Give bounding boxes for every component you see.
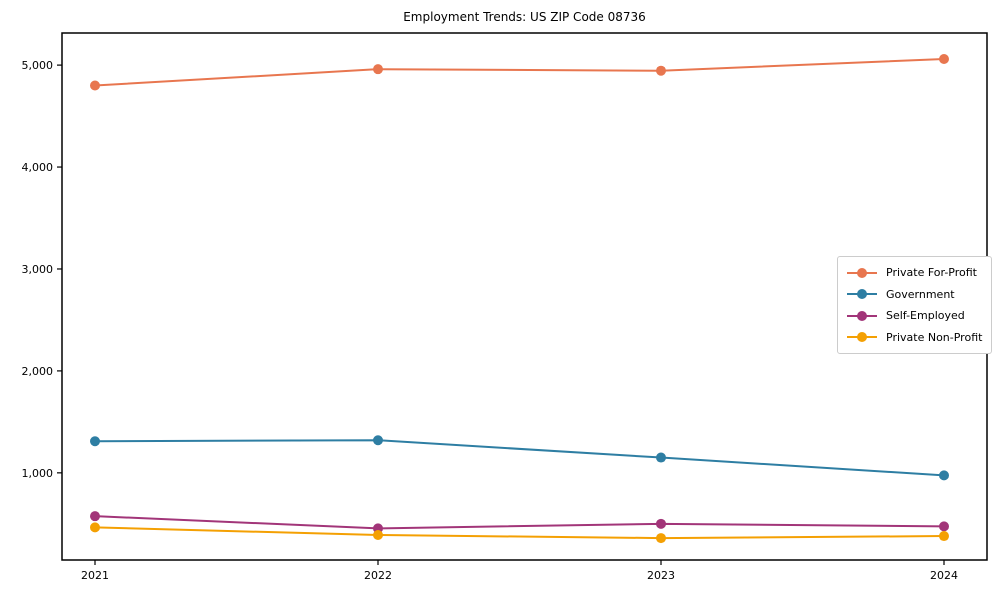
x-tick-label: 2022 (364, 569, 392, 582)
chart-title: Employment Trends: US ZIP Code 08736 (403, 10, 646, 24)
data-point-marker (373, 64, 383, 75)
data-point-marker (656, 533, 666, 544)
y-tick-label: 1,000 (22, 467, 54, 480)
y-tick-label: 2,000 (22, 365, 54, 378)
y-tick-label: 5,000 (22, 59, 54, 72)
legend-label: Government (886, 287, 955, 301)
legend-item: Private For-Profit (847, 262, 982, 284)
legend-marker-icon (847, 310, 877, 321)
x-tick-label: 2023 (647, 569, 675, 582)
data-point-marker (939, 470, 949, 481)
legend-label: Private Non-Profit (886, 330, 983, 344)
legend-item: Private Non-Profit (847, 327, 982, 349)
data-point-marker (90, 522, 100, 533)
series-line (94, 515, 945, 530)
series-line (94, 57, 945, 87)
legend-item: Government (847, 284, 982, 306)
chart-legend: Private For-Profit Government Self-Employe… (837, 256, 993, 354)
legend-marker-icon (847, 267, 877, 278)
x-tick-label: 2021 (81, 569, 109, 582)
data-point-marker (939, 521, 949, 532)
x-tick-label: 2024 (930, 569, 958, 582)
data-point-marker (90, 436, 100, 447)
series-line (94, 526, 945, 540)
data-point-marker (656, 452, 666, 463)
data-point-marker (373, 435, 383, 446)
legend-label: Self-Employed (886, 309, 965, 323)
data-point-marker (373, 530, 383, 541)
data-point-marker (939, 53, 949, 64)
legend-marker-icon (847, 289, 877, 300)
data-point-marker (939, 531, 949, 542)
data-point-marker (90, 511, 100, 522)
data-point-marker (656, 518, 666, 529)
series-line (94, 439, 945, 477)
legend-item: Self-Employed (847, 305, 982, 327)
y-tick-label: 3,000 (22, 263, 54, 276)
y-tick-label: 4,000 (22, 161, 54, 174)
data-point-marker (656, 65, 666, 76)
legend-label: Private For-Profit (886, 266, 977, 280)
data-point-marker (90, 80, 100, 91)
legend-marker-icon (847, 332, 877, 343)
